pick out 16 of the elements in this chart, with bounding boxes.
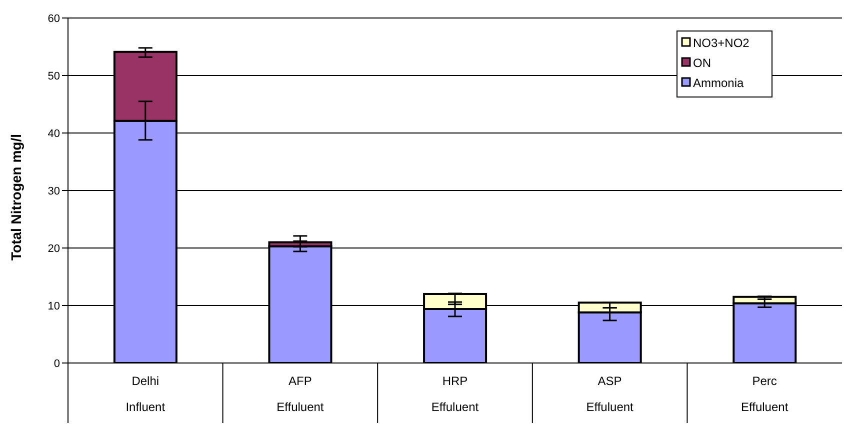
x-tick-label: HRP Effuluent [431, 374, 480, 414]
y-tick-label: 60 [48, 12, 60, 25]
x-tick-label: Delhi Influent [126, 374, 166, 414]
x-tick-label: ASP Effuluent [586, 374, 634, 414]
y-tick-label: 0 [54, 358, 60, 370]
x-tick-label: Perc Effuluent [741, 374, 789, 414]
y-tick-label: 50 [48, 70, 60, 82]
y-axis-title: Total Nitrogen mg/l [8, 134, 24, 260]
legend-label: NO3+NO2 [693, 36, 750, 50]
x-tick-label: AFP Effuluent [276, 374, 324, 414]
y-tick-label: 20 [48, 242, 60, 255]
y-tick-label: 10 [48, 300, 60, 312]
y-tick-label: 40 [48, 128, 60, 140]
legend-label: ON [693, 56, 711, 70]
y-tick-label: 30 [48, 185, 60, 198]
legend-label: Ammonia [693, 76, 744, 90]
